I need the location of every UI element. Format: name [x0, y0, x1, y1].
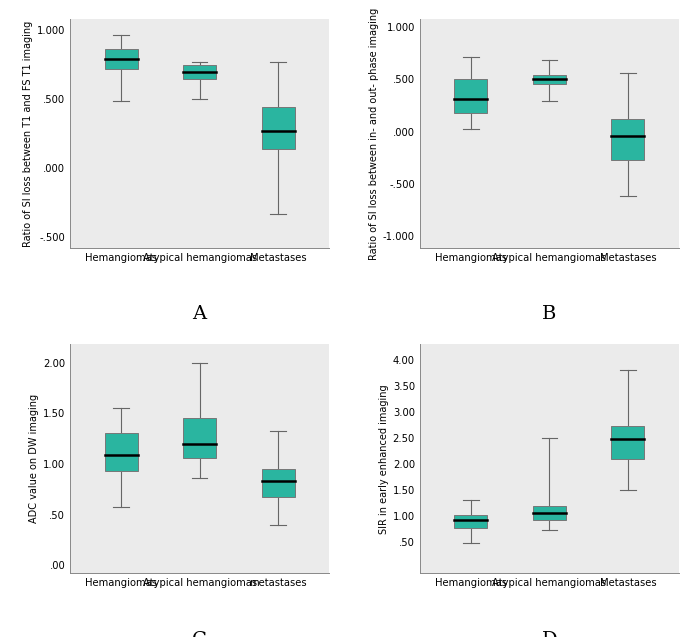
- Bar: [183, 66, 216, 79]
- Bar: [104, 433, 137, 471]
- Y-axis label: Ratio of SI loss between in- and out- phase imaging: Ratio of SI loss between in- and out- ph…: [369, 8, 379, 260]
- Bar: [104, 49, 137, 69]
- Bar: [183, 419, 216, 458]
- Text: D: D: [542, 631, 557, 637]
- Bar: [454, 80, 487, 113]
- Bar: [533, 75, 566, 83]
- Y-axis label: Ratio of SI loss between T1 and FS T1 imaging: Ratio of SI loss between T1 and FS T1 im…: [22, 20, 33, 247]
- Text: A: A: [193, 305, 206, 324]
- Bar: [454, 515, 487, 528]
- Bar: [262, 469, 295, 497]
- Text: B: B: [542, 305, 556, 324]
- Y-axis label: ADC value on DW imaging: ADC value on DW imaging: [29, 394, 38, 524]
- Bar: [533, 506, 566, 520]
- Text: C: C: [192, 631, 207, 637]
- Bar: [612, 119, 645, 160]
- Y-axis label: SIR in early enhanced imaging: SIR in early enhanced imaging: [379, 384, 389, 534]
- Bar: [612, 426, 645, 459]
- Bar: [262, 108, 295, 149]
